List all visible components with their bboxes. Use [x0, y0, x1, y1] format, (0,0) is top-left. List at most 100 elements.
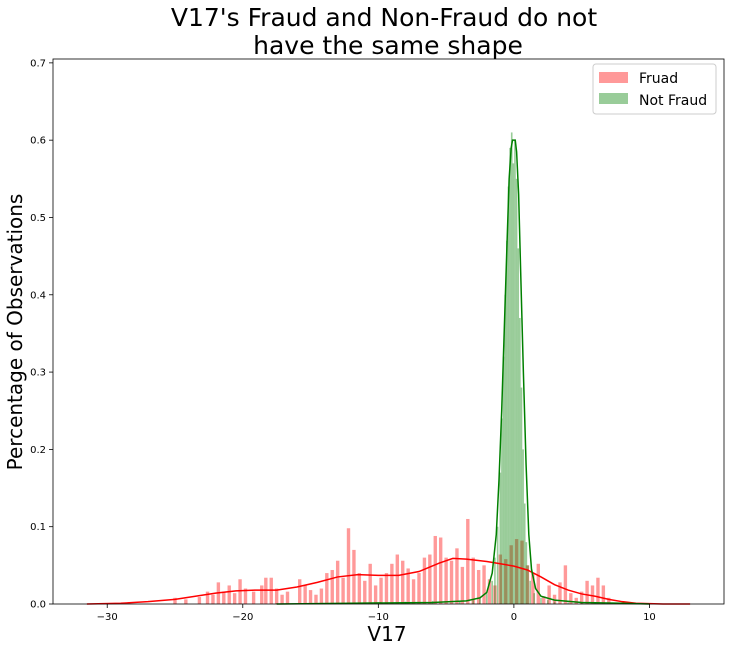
series-0-bar-43	[433, 535, 437, 604]
series-0-bar-67	[563, 565, 568, 604]
series-0-bar-15	[274, 588, 279, 604]
series-0-bar-13	[264, 577, 268, 604]
chart-title-line-1: V17's Fraud and Non-Fraud do not	[171, 3, 597, 32]
y-tick-label-3: 0.3	[30, 368, 46, 379]
x-axis-label: V17	[367, 622, 406, 646]
series-0-bar-42	[428, 554, 432, 604]
series-1-bar-28	[523, 503, 526, 604]
series-0-bar-28	[352, 549, 356, 604]
series-0-bar-73	[596, 577, 600, 604]
series-0-bar-59	[520, 540, 524, 604]
series-0-bar-44	[438, 537, 443, 604]
series-0-bar-23	[325, 573, 329, 604]
series-1-bar-13	[499, 472, 502, 604]
series-0-bar-38	[406, 568, 410, 604]
series-0-bar-51	[476, 569, 481, 604]
series-1-bar-33	[540, 597, 542, 604]
series-0-bar-60	[525, 565, 530, 604]
series-0-bar-37	[401, 560, 405, 604]
series-0-bar-34	[384, 573, 389, 604]
series-0-bar-7	[227, 585, 231, 604]
y-tick-label-6: 0.6	[30, 136, 46, 147]
series-0-bar-52	[482, 565, 486, 604]
series-0-bar-6	[222, 591, 226, 604]
series-0-bar-58	[514, 539, 519, 604]
series-1-bar-34	[546, 600, 549, 604]
series-0-bar-19	[303, 585, 307, 604]
series-0-bar-12	[260, 585, 264, 604]
series-0-bar-71	[585, 580, 589, 604]
x-tick-label-0: −30	[97, 612, 118, 623]
series-0-bar-1	[184, 599, 188, 604]
series-0-bar-10	[243, 588, 248, 604]
series-0-bar-0	[173, 597, 177, 604]
series-0-bar-32	[373, 585, 378, 604]
series-0-bar-9	[238, 579, 242, 604]
y-axis-ticks: 0.0 0.1 0.2 0.3 0.4 0.5 0.6 0.7	[30, 58, 53, 611]
series-1-bar-23	[515, 178, 518, 604]
series-0-bar-4	[211, 594, 215, 604]
series-1-bar-31	[529, 580, 531, 604]
series-0-bar-57	[509, 545, 513, 604]
series-0-bar-31	[368, 563, 372, 604]
series-0-bar-40	[417, 573, 421, 604]
series-0-bar-2	[197, 597, 202, 604]
series-0-bar-46	[449, 560, 454, 604]
series-0-bar-62	[536, 563, 540, 604]
series-1-bar-11	[494, 557, 496, 604]
legend-swatch-not-fraud	[599, 93, 628, 104]
series-0-kde-line	[86, 557, 691, 605]
legend-label-fraud: Fruad	[639, 71, 678, 87]
series-1-bar-10	[491, 580, 494, 604]
series-0-bar-30	[363, 580, 367, 604]
series-1-bar-30	[527, 565, 529, 604]
series-0-bar-68	[569, 593, 573, 604]
series-0-bar-21	[314, 594, 318, 604]
series-0-bar-39	[411, 579, 416, 604]
series-0-bar-16	[280, 594, 284, 604]
series-layer	[86, 132, 691, 605]
series-1-bar-8	[479, 597, 481, 604]
series-0-bar-66	[558, 582, 562, 604]
series-0-bar-55	[498, 554, 503, 604]
series-1-bar-14	[501, 418, 503, 604]
series-0-bar-53	[487, 579, 492, 604]
series-1-bar-27	[522, 449, 524, 604]
series-1-kde-line	[276, 139, 650, 605]
x-tick-label-1: −20	[232, 612, 253, 623]
series-0-bar-33	[379, 577, 383, 604]
series-1-bar-29	[525, 542, 528, 604]
y-tick-label-1: 0.1	[30, 522, 46, 533]
series-0-bar-11	[251, 591, 256, 604]
series-0-bar-47	[455, 548, 459, 604]
y-tick-label-7: 0.7	[30, 58, 46, 69]
legend-label-not-fraud: Not Fraud	[639, 93, 707, 109]
series-0-bar-26	[341, 577, 345, 604]
series-0-bar-24	[330, 569, 334, 604]
series-0-bar-72	[590, 585, 595, 604]
series-0-bar-69	[574, 597, 578, 604]
series-0-bar-18	[298, 579, 302, 604]
series-1-bar-22	[514, 140, 516, 604]
series-0-bar-8	[232, 593, 237, 604]
y-tick-label-0: 0.0	[30, 600, 46, 611]
series-0-bar-27	[346, 528, 351, 604]
series-0-bar-50	[471, 557, 475, 604]
series-1-bar-35	[553, 601, 556, 604]
series-1-bar-15	[502, 356, 505, 604]
series-0-bar-20	[308, 590, 313, 604]
series-1-bar-17	[506, 240, 508, 604]
series-1-bar-36	[567, 602, 569, 604]
series-0-bar-61	[531, 573, 535, 604]
series-0-bars	[173, 518, 611, 604]
legend-frame	[592, 63, 717, 115]
series-1-bars	[275, 132, 624, 605]
legend-swatch-fraud	[599, 72, 628, 83]
series-1-bar-18	[507, 186, 510, 604]
chart-title-line-2: have the same shape	[253, 31, 523, 60]
series-1-bar-24	[517, 248, 520, 604]
series-1-bar-16	[504, 294, 507, 604]
legend: Fruad Not Fraud	[592, 63, 717, 115]
series-0-bar-63	[542, 596, 546, 604]
